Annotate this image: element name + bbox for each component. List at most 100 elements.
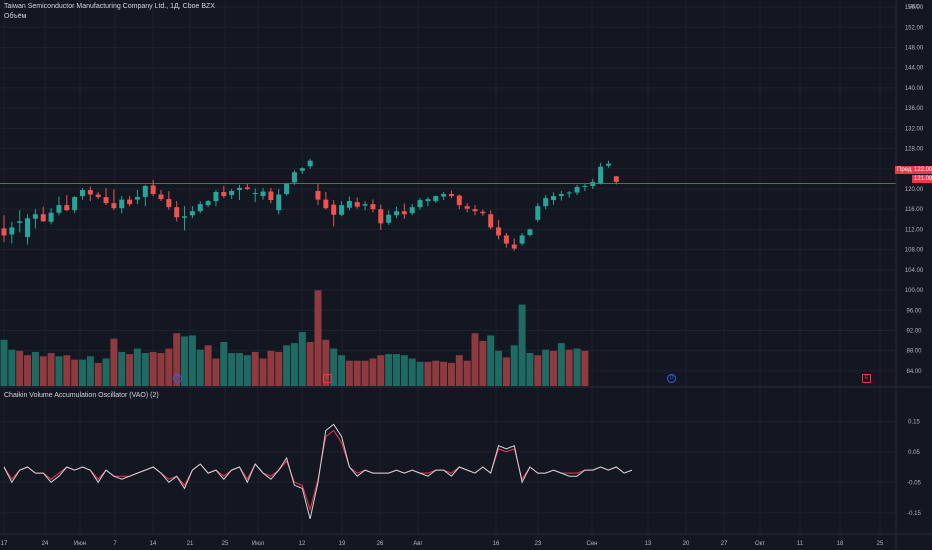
volume-bar: [345, 360, 353, 386]
volume-bar: [330, 348, 338, 386]
dividend-marker[interactable]: D: [667, 374, 676, 383]
candle-body: [213, 192, 219, 202]
volume-bar: [220, 342, 228, 386]
vao-tick-label: -0.05: [907, 480, 921, 486]
volume-bar: [338, 355, 346, 386]
volume-bar: [377, 355, 385, 386]
candle-body: [284, 183, 290, 195]
volume-bar: [141, 353, 149, 386]
candle-body: [48, 212, 54, 222]
volume-bar: [314, 290, 322, 386]
candle-body: [134, 197, 140, 200]
candle-body: [315, 190, 321, 200]
candle-body: [166, 199, 172, 208]
earnings-marker[interactable]: E: [323, 374, 332, 383]
volume-bar: [479, 340, 487, 386]
earnings-marker[interactable]: E: [862, 374, 871, 383]
candle-body: [197, 204, 203, 212]
candle-body: [590, 181, 596, 186]
price-tick-label: 104.00: [905, 268, 924, 274]
time-tick-label: Июл: [252, 541, 265, 547]
candle-body: [370, 204, 376, 210]
time-tick-label: 26: [377, 541, 384, 547]
candle-body: [472, 209, 478, 212]
volume-bar: [157, 353, 165, 386]
volume-bar: [0, 339, 8, 386]
candle-body: [307, 160, 313, 167]
candle-body: [480, 211, 486, 214]
candle-body: [25, 218, 31, 237]
candle-body: [362, 204, 368, 206]
candle-body: [543, 198, 549, 207]
vao-tick-label: 0.15: [908, 419, 920, 425]
candle-body: [386, 214, 392, 223]
candle-body: [291, 172, 297, 183]
volume-bar: [251, 351, 259, 386]
candle-body: [9, 227, 15, 235]
volume-bar: [361, 360, 369, 386]
price-tick-label: 120.00: [905, 187, 924, 193]
volume-bar: [565, 349, 573, 386]
currency-label: USD: [908, 4, 920, 10]
time-tick-label: 23: [535, 541, 542, 547]
volume-bar: [86, 356, 94, 386]
volume-bar: [290, 343, 298, 386]
volume-bar: [518, 304, 526, 386]
volume-bar: [181, 336, 189, 386]
volume-bar: [267, 350, 275, 386]
volume-bar: [47, 353, 55, 386]
candlesticks: [1, 158, 619, 251]
candle-body: [566, 192, 572, 194]
candle-body: [551, 196, 556, 201]
time-tick-label: 14: [150, 541, 157, 547]
volume-bar: [173, 333, 181, 386]
time-tick-label: Авг: [413, 541, 423, 547]
current-price-value-2: 121.09: [912, 175, 932, 183]
volume-bar: [385, 354, 393, 386]
candle-body: [378, 209, 384, 224]
volume-bar: [581, 350, 589, 386]
volume-bar: [487, 335, 495, 386]
volume-bar: [557, 343, 565, 386]
volume-bar: [212, 358, 220, 386]
dividend-marker[interactable]: D: [173, 374, 182, 383]
candle-body: [527, 229, 533, 235]
price-tick-label: 152.00: [905, 25, 924, 31]
candle-body: [339, 205, 345, 215]
symbol-title[interactable]: Taiwan Semiconductor Manufacturing Compa…: [4, 3, 215, 10]
indicator-title[interactable]: Chaikin Volume Accumulation Oscillator (…: [4, 392, 159, 399]
time-tick-label: 11: [797, 541, 804, 547]
volume-bar: [133, 348, 141, 386]
volume-bar: [353, 360, 361, 386]
price-tick-label: 96.00: [906, 308, 922, 314]
grid: [0, 0, 895, 534]
volume-bar: [31, 351, 39, 386]
price-tick-label: 108.00: [905, 248, 924, 254]
candle-body: [205, 201, 211, 206]
candle-body: [401, 211, 407, 215]
volume-bar: [110, 338, 118, 386]
price-tick-label: 92.00: [906, 328, 922, 334]
volume-bar: [510, 345, 518, 386]
candle-body: [464, 206, 470, 209]
price-tick-label: 88.00: [906, 349, 922, 355]
candle-body: [158, 194, 164, 200]
candle-body: [346, 201, 352, 208]
volume-bar: [573, 348, 581, 386]
candle-body: [574, 186, 580, 193]
volume-bar: [24, 355, 32, 386]
candle-body: [394, 211, 399, 216]
volume-bar: [322, 339, 330, 386]
time-tick-label: Окт: [755, 541, 765, 547]
candle-body: [488, 214, 494, 228]
candle-body: [268, 191, 274, 201]
volume-bar: [71, 359, 79, 386]
volume-bar: [102, 358, 110, 386]
time-tick-label: 19: [339, 541, 346, 547]
volume-bar: [188, 335, 196, 386]
volume-legend-label[interactable]: Объём: [4, 13, 27, 20]
volume-bar: [424, 361, 432, 386]
volume-bar: [236, 353, 243, 386]
